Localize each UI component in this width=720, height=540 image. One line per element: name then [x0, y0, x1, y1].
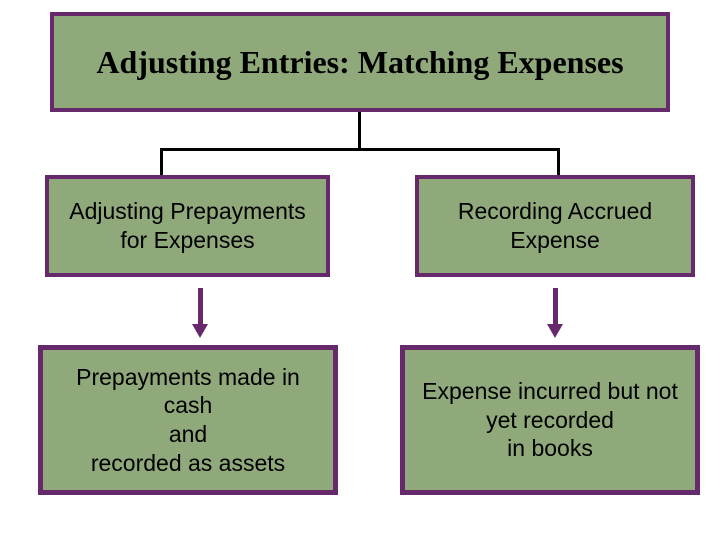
- arrow-right-head: [547, 324, 563, 338]
- mid-right-text: Recording Accrued Expense: [427, 197, 683, 255]
- title-text: Adjusting Entries: Matching Expenses: [96, 42, 623, 82]
- mid-right-box: Recording Accrued Expense: [415, 175, 695, 277]
- bottom-left-text: Prepayments made in cashandrecorded as a…: [51, 363, 325, 478]
- bottom-right-text: Expense incurred but not yet recordedin …: [413, 377, 687, 463]
- connector-vertical: [358, 112, 361, 148]
- bottom-right-box: Expense incurred but not yet recordedin …: [400, 345, 700, 495]
- title-box: Adjusting Entries: Matching Expenses: [50, 12, 670, 112]
- arrow-left-head: [192, 324, 208, 338]
- connector-right-drop: [557, 148, 560, 175]
- connector-horizontal: [160, 148, 560, 151]
- mid-left-box: Adjusting Prepayments for Expenses: [45, 175, 330, 277]
- connector-left-drop: [160, 148, 163, 175]
- arrow-right-line: [553, 288, 558, 326]
- mid-left-text: Adjusting Prepayments for Expenses: [57, 197, 318, 255]
- bottom-left-box: Prepayments made in cashandrecorded as a…: [38, 345, 338, 495]
- arrow-left-line: [198, 288, 203, 326]
